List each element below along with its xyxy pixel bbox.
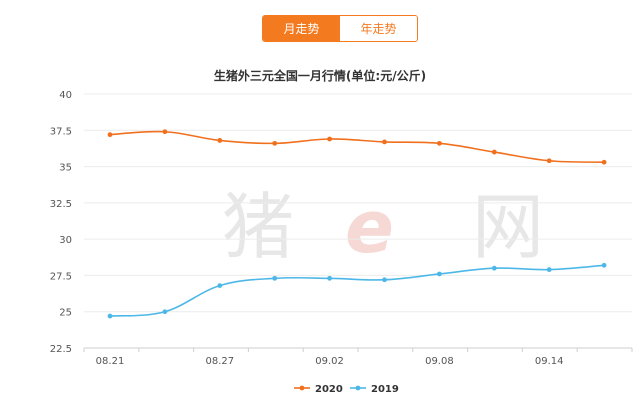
series-line-2019 [109, 264, 605, 317]
legend-marker-2020 [299, 385, 305, 391]
watermark: 猪 e 网 [222, 185, 544, 269]
y-tick-label: 30 [59, 235, 72, 246]
data-point-2020[interactable] [107, 132, 113, 138]
chart-title: 生猪外三元全国一月行情(单位:元/公斤) [214, 68, 426, 83]
data-point-2020[interactable] [546, 158, 552, 164]
x-tick-label: 09.08 [425, 356, 454, 367]
legend-marker-2019 [355, 385, 361, 391]
data-point-2019[interactable] [272, 275, 278, 281]
data-point-2019[interactable] [327, 275, 332, 281]
y-tick-label: 32.5 [50, 199, 72, 210]
y-tick-label: 40 [59, 90, 72, 101]
data-point-2019[interactable] [217, 283, 223, 288]
data-point-2020[interactable] [382, 139, 387, 145]
y-tick-label: 22.5 [50, 344, 72, 355]
tab-yearly-trend[interactable]: 年走势 [340, 16, 417, 41]
watermark-middle: e [345, 185, 394, 269]
legend-label-2019[interactable]: 2019 [371, 384, 399, 395]
legend-label-2020[interactable]: 2020 [315, 384, 343, 395]
watermark-right: 网 [472, 185, 544, 269]
x-tick-label: 09.14 [535, 356, 564, 367]
data-point-2020[interactable] [272, 140, 278, 146]
data-point-2019[interactable] [162, 309, 168, 315]
watermark-left: 猪 [222, 185, 294, 269]
data-point-2020[interactable] [162, 129, 168, 135]
x-tick-label: 08.21 [96, 356, 125, 367]
data-point-2019[interactable] [437, 271, 442, 277]
data-point-2019[interactable] [601, 262, 607, 268]
data-point-2019[interactable] [107, 313, 113, 319]
data-point-2020[interactable] [327, 136, 332, 142]
data-point-2020[interactable] [437, 140, 442, 146]
x-tick-label: 08.27 [205, 356, 234, 367]
data-point-2019[interactable] [491, 265, 497, 271]
y-tick-label: 37.5 [50, 126, 72, 137]
y-axis: 22.5 25 27.5 30 32.5 35 37.5 40 [50, 90, 72, 355]
data-point-2019[interactable] [546, 267, 552, 273]
tab-monthly-trend[interactable]: 月走势 [263, 16, 340, 41]
y-tick-label: 27.5 [50, 271, 72, 282]
data-point-2020[interactable] [491, 149, 497, 155]
x-axis: 08.21 08.27 09.02 09.08 09.14 [83, 348, 633, 367]
x-tick-label: 09.02 [315, 356, 344, 367]
legend: 2020 2019 [294, 384, 399, 395]
data-point-2020[interactable] [217, 138, 223, 143]
y-tick-label: 35 [59, 163, 72, 174]
period-tabs: 月走势 年走势 [262, 15, 418, 42]
data-point-2020[interactable] [601, 159, 607, 165]
series-line-2020 [109, 130, 605, 164]
series-group [107, 129, 607, 319]
y-tick-label: 25 [59, 308, 72, 319]
data-point-2019[interactable] [382, 277, 387, 283]
